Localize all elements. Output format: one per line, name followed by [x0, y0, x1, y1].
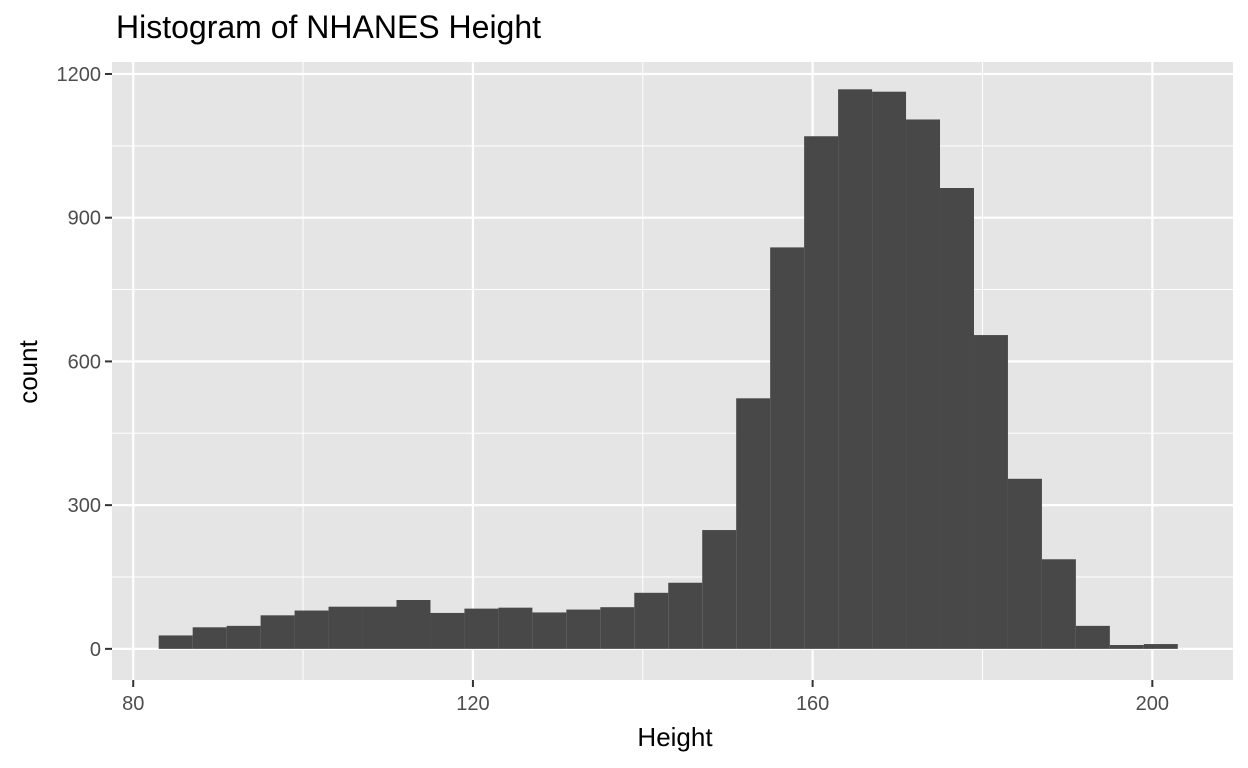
histogram-bar — [973, 335, 1008, 649]
histogram-bar — [1109, 645, 1144, 649]
histogram-bar — [226, 625, 261, 649]
x-tick-label: 160 — [796, 693, 829, 715]
y-tick-label: 600 — [68, 351, 101, 373]
histogram-bar — [1143, 644, 1178, 649]
histogram-bar — [294, 610, 329, 649]
histogram-bar — [600, 607, 635, 649]
histogram-bar — [940, 187, 974, 649]
histogram-bar — [532, 612, 567, 649]
x-axis-title: Height — [637, 722, 713, 752]
histogram-bar — [804, 136, 839, 649]
histogram-bar — [498, 607, 533, 649]
histogram-bar — [328, 606, 363, 649]
histogram-bar — [260, 615, 295, 649]
histogram-bar — [634, 592, 669, 649]
y-tick-label: 1200 — [57, 64, 102, 86]
histogram-bar — [668, 582, 703, 649]
histogram-bar — [430, 612, 465, 649]
histogram-bar — [838, 89, 873, 649]
x-tick-label: 80 — [122, 693, 144, 715]
histogram-bar — [736, 398, 771, 649]
histogram-bar — [906, 119, 941, 649]
histogram-bar — [1041, 559, 1076, 649]
histogram-bar — [464, 608, 499, 649]
chart-title: Histogram of NHANES Height — [116, 9, 541, 45]
x-tick-label: 200 — [1136, 693, 1169, 715]
y-axis-title: count — [13, 339, 43, 403]
histogram-bar — [396, 599, 431, 649]
histogram-bar — [1007, 478, 1042, 649]
y-axis: 0 300 600 900 1200 — [57, 64, 112, 661]
y-tick-label: 900 — [68, 208, 101, 230]
histogram-bar — [362, 606, 397, 649]
histogram-bar — [770, 247, 805, 649]
x-tick-label: 120 — [456, 693, 489, 715]
histogram-bar — [702, 530, 737, 649]
histogram-bar — [566, 609, 601, 649]
y-tick-label: 0 — [90, 639, 101, 661]
x-axis: 80 120 160 200 — [122, 680, 1169, 715]
histogram-bar — [1075, 625, 1110, 649]
histogram-bars — [158, 89, 1178, 649]
y-tick-label: 300 — [68, 495, 101, 517]
histogram-bar — [192, 627, 227, 649]
histogram-bar — [158, 635, 193, 649]
histogram-bar — [872, 91, 907, 649]
